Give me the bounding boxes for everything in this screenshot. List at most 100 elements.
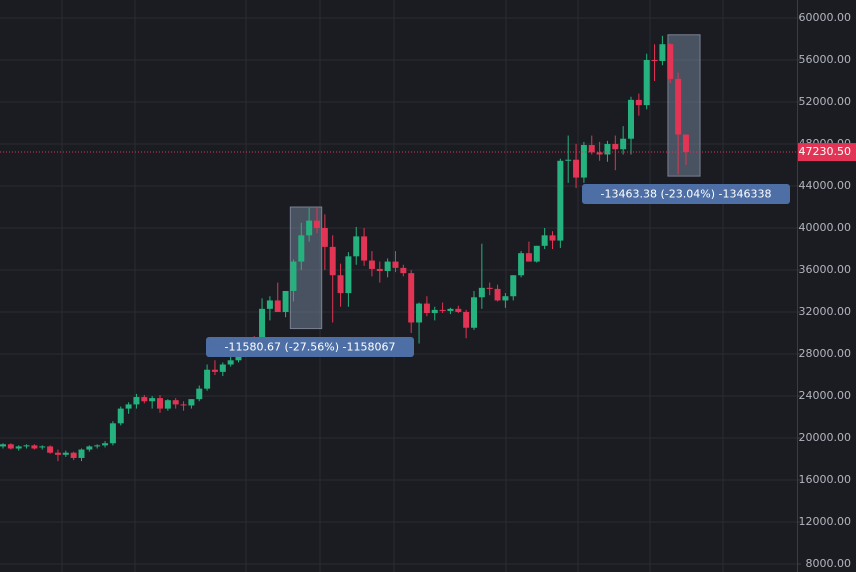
candle-body: [109, 423, 116, 444]
measure-label: -11580.67 (-27.56%) -1158067: [225, 341, 396, 354]
candle-body: [219, 364, 226, 372]
candle-body: [376, 268, 383, 272]
last-price-label: 47230.50: [799, 145, 852, 158]
candle-body: [588, 145, 595, 153]
candle-body: [455, 308, 462, 312]
candle-body: [447, 308, 454, 311]
candle-body: [541, 235, 548, 246]
candle-body: [204, 369, 211, 389]
candle-body: [463, 311, 470, 328]
candle-body: [682, 134, 689, 153]
candle-body: [164, 400, 171, 409]
candle-body: [549, 235, 556, 241]
candle-body: [510, 275, 517, 297]
candle-body: [266, 300, 273, 309]
measure-box: [667, 34, 701, 177]
candle-body: [282, 290, 289, 312]
y-tick-label: 40000.00: [799, 221, 852, 234]
candle-body: [86, 446, 93, 450]
candle-body: [329, 246, 336, 276]
candle-body: [635, 99, 642, 106]
candle-body: [31, 445, 38, 449]
candle-body: [141, 397, 148, 402]
candle-body: [612, 143, 619, 150]
candle-body: [596, 152, 603, 155]
candle-body: [345, 256, 352, 294]
candle-body: [157, 398, 163, 409]
y-tick-label: 52000.00: [799, 95, 852, 108]
candle-body: [78, 449, 85, 458]
y-tick-label: 20000.00: [799, 431, 852, 444]
candle-body: [518, 253, 525, 276]
measure-label: -13463.38 (-23.04%) -1346338: [601, 188, 772, 201]
candle-body: [298, 235, 305, 262]
candle-body: [361, 236, 368, 261]
y-tick-label: 56000.00: [799, 53, 852, 66]
candle-body: [15, 446, 22, 449]
candle-body: [628, 99, 634, 139]
y-tick-label: 60000.00: [799, 11, 852, 24]
candle-body: [580, 145, 587, 178]
candle-body: [274, 300, 281, 312]
candle-body: [290, 261, 297, 291]
candle-body: [180, 404, 187, 406]
candle-body: [125, 404, 132, 409]
measure-label-bg: [206, 337, 414, 357]
candle-body: [314, 220, 320, 228]
candle-body: [431, 309, 438, 314]
candle-body: [47, 446, 54, 453]
candle-body: [400, 267, 407, 274]
y-tick-label: 28000.00: [799, 347, 852, 360]
candle-body: [188, 399, 195, 406]
candle-body: [667, 44, 674, 79]
last-price-tag: [798, 143, 856, 162]
candle-body: [471, 297, 477, 328]
candle-body: [54, 452, 61, 455]
candle-body: [565, 159, 572, 161]
candle-body: [557, 160, 564, 241]
candle-body: [620, 138, 627, 150]
candle-body: [408, 273, 415, 323]
candle-body: [227, 360, 234, 365]
candle-body: [39, 446, 46, 448]
y-tick-label: 8000.00: [806, 557, 852, 570]
candle-body: [321, 227, 328, 247]
y-tick-label: 36000.00: [799, 263, 852, 276]
candle-body: [439, 309, 446, 311]
candle-body: [659, 44, 666, 62]
candle-body: [478, 287, 485, 298]
candle-body: [423, 303, 430, 314]
candle-body: [368, 260, 375, 269]
candle-body: [196, 388, 203, 400]
measure-label-bg: [582, 184, 790, 204]
candle-body: [70, 452, 77, 458]
candle-body: [259, 308, 266, 344]
candle-body: [102, 443, 109, 446]
candle-body: [62, 452, 69, 455]
candle-body: [525, 253, 532, 262]
candle-body: [643, 59, 650, 106]
candle-body: [337, 275, 344, 294]
candle-body: [384, 261, 391, 272]
candle-body: [133, 397, 140, 405]
candle-body: [353, 236, 360, 257]
candle-body: [502, 296, 509, 301]
candle-body: [172, 400, 179, 405]
candle-body: [486, 287, 493, 289]
candle-body: [416, 303, 423, 323]
candle-body: [306, 220, 313, 236]
candle-body: [23, 445, 30, 447]
candle-body: [651, 59, 658, 62]
candle-body: [94, 445, 101, 447]
candle-body: [573, 159, 580, 178]
y-tick-label: 44000.00: [799, 179, 852, 192]
y-tick-label: 32000.00: [799, 305, 852, 318]
y-tick-label: 24000.00: [799, 389, 852, 402]
candle-body: [392, 261, 399, 268]
candle-body: [533, 245, 540, 262]
y-tick-label: 12000.00: [799, 515, 852, 528]
candle-body: [675, 78, 682, 135]
candle-body: [7, 444, 14, 449]
